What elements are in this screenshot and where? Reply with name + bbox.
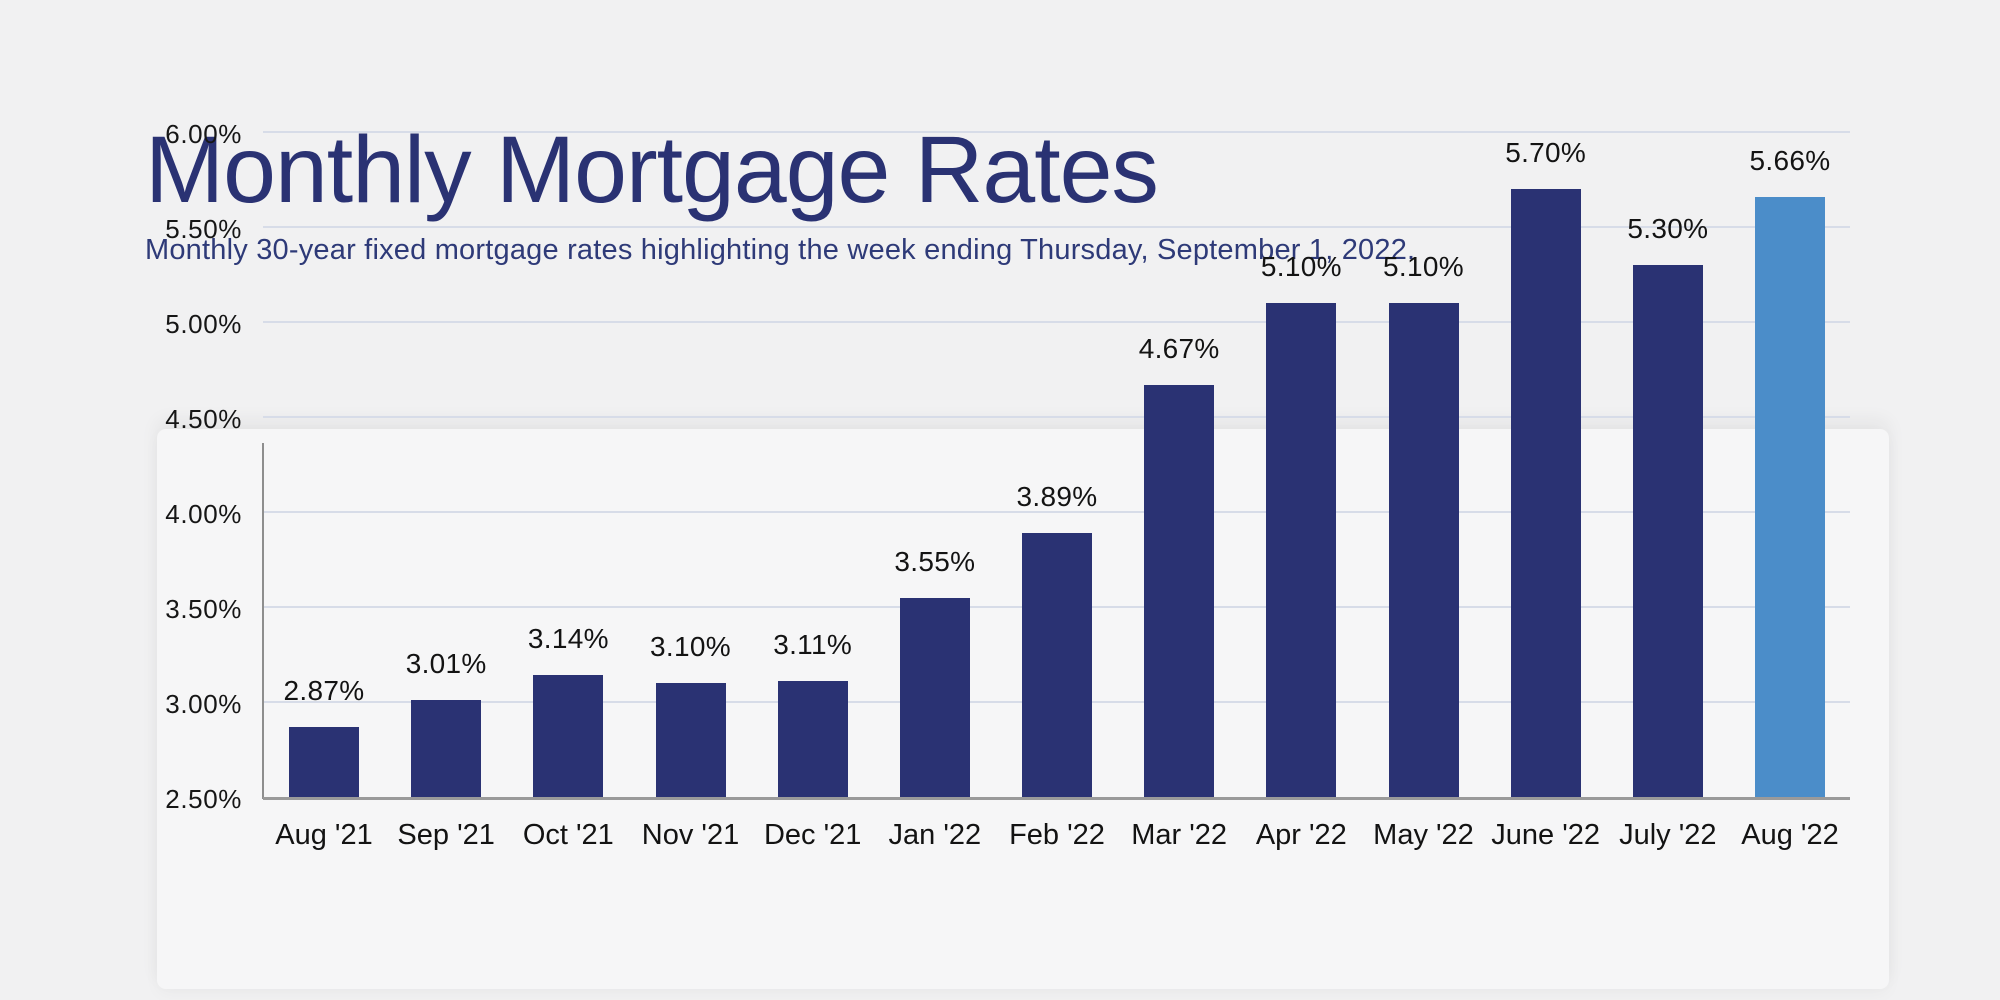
x-axis-label: May '22 <box>1373 819 1474 851</box>
y-axis-label: 4.00% <box>165 499 242 529</box>
gridline <box>263 321 1850 323</box>
bar-value-label: 3.14% <box>527 623 609 655</box>
x-axis-label: Apr '22 <box>1255 819 1347 851</box>
bar-value-label: 3.10% <box>650 631 731 662</box>
x-axis-label: Nov '21 <box>641 819 740 851</box>
bar <box>533 675 604 797</box>
x-axis-label: Mar '22 <box>1131 819 1228 851</box>
bar <box>777 681 848 797</box>
y-axis-label: 5.50% <box>165 214 242 244</box>
y-axis-label: 3.00% <box>165 689 242 719</box>
y-axis-label: 3.50% <box>165 594 242 624</box>
bar-value-label: 5.10% <box>1383 251 1464 282</box>
bar <box>289 726 359 797</box>
chart-header: Monthly Mortgage Rates Monthly 30-year f… <box>145 118 1415 268</box>
gridline <box>263 226 1850 228</box>
y-axis-label: 6.00% <box>165 119 242 149</box>
bar-value-label: 5.66% <box>1749 144 1831 176</box>
x-axis-label: Sep '21 <box>397 819 495 851</box>
gridline <box>263 511 1850 513</box>
bar-value-label: 2.87% <box>283 674 365 706</box>
bar-value-label: 5.30% <box>1627 213 1709 244</box>
x-axis-label: Oct '21 <box>522 819 614 851</box>
y-axis-label: 2.50% <box>165 784 242 814</box>
x-axis-label: Feb '22 <box>1009 819 1105 851</box>
bar <box>1388 303 1459 797</box>
bar-value-label: 3.11% <box>773 629 853 661</box>
bar-value-label: 5.10% <box>1260 251 1342 282</box>
x-axis-label: July '22 <box>1619 819 1717 851</box>
bar <box>1510 189 1581 797</box>
page-subtitle: Monthly 30-year fixed mortgage rates hig… <box>145 234 1416 266</box>
y-axis-line <box>262 443 264 799</box>
x-axis-label: Jan '22 <box>888 819 982 851</box>
bar <box>899 597 970 797</box>
bar <box>1266 303 1337 797</box>
bar-value-label: 5.70% <box>1505 137 1587 168</box>
bar-value-label: 3.89% <box>1016 480 1098 512</box>
x-axis-label: Aug '21 <box>275 819 373 851</box>
gridline <box>263 131 1850 133</box>
bar <box>1022 532 1092 797</box>
bar <box>411 700 482 797</box>
bar-value-label: 4.67% <box>1138 332 1220 364</box>
x-axis-line <box>263 797 1850 800</box>
gridline <box>263 416 1850 418</box>
bar-value-label: 3.55% <box>894 545 976 577</box>
x-axis-label: Aug '22 <box>1741 819 1839 851</box>
y-axis-label: 4.50% <box>165 404 242 434</box>
bar <box>655 683 726 797</box>
page-title: Monthly Mortgage Rates <box>145 117 1159 223</box>
y-axis-label: 5.00% <box>165 309 242 339</box>
x-axis-label: Dec '21 <box>763 819 862 851</box>
bar-value-label: 3.01% <box>405 648 487 680</box>
bar <box>1755 196 1825 797</box>
bar <box>1144 384 1215 797</box>
x-axis-label: June '22 <box>1491 819 1601 851</box>
bar <box>1632 265 1703 797</box>
